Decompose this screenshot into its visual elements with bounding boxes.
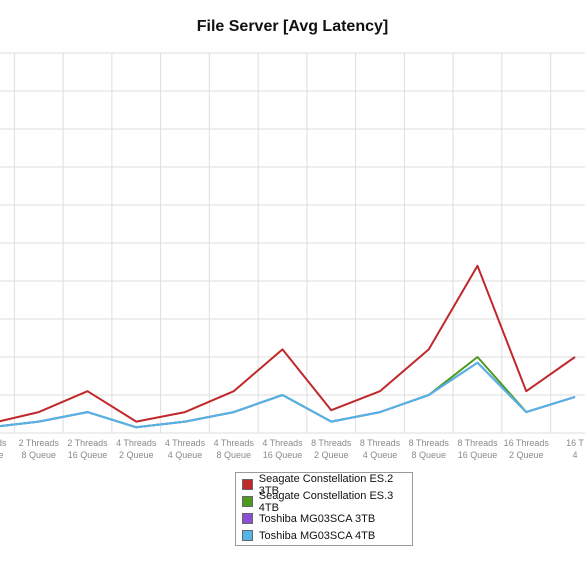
legend-swatch [242,513,253,524]
x-tick-label: 4 [572,450,577,460]
x-tick-label: 2 Queue [509,450,544,460]
x-tick-label: Queue [0,450,4,460]
x-tick-label: 8 Queue [411,450,446,460]
x-tick-label: 4 Threads [262,438,303,448]
x-tick-label: 8 Threads [311,438,352,448]
legend-label: Seagate Constellation ES.3 4TB [258,489,394,514]
x-tick-label: 8 Queue [21,450,56,460]
series-line-0 [0,264,576,423]
x-tick-label: 4 Queue [168,450,203,460]
x-tick-label: 2 Queue [314,450,349,460]
x-tick-label: 8 Threads [360,438,401,448]
x-tick-label: Threads [0,438,7,448]
x-tick-label: 2 Threads [19,438,60,448]
chart-title: File Server [Avg Latency] [196,18,389,35]
legend-label: Toshiba MG03SCA 3TB [259,512,376,525]
legend-label: Toshiba MG03SCA 4TB [259,529,376,542]
legend-item: Seagate Constellation ES.2 3TB [242,473,412,497]
series-line-3 [0,361,576,429]
x-tick-label: 2 Threads [67,438,108,448]
x-tick-label: 16 T [566,438,584,448]
x-tick-label: 4 Threads [165,438,206,448]
x-tick-label: 16 Threads [504,438,550,448]
x-tick-labels: Threads Queue 2 Threads 8 Queue 2 Threads 16 … [0,438,584,460]
series-lines [0,264,576,429]
x-tick-label: 4 Threads [214,438,255,448]
x-tick-label: 2 Queue [119,450,154,460]
x-tick-label: 16 Queue [458,450,498,460]
legend-item: Seagate Constellation ES.3 4TB [242,490,412,514]
x-tick-label: 8 Threads [457,438,498,448]
legend-swatch [242,530,253,541]
x-tick-label: 4 Threads [116,438,157,448]
grid [0,52,585,434]
legend-swatch [242,496,253,507]
legend: Seagate Constellation ES.2 3TB Seagate Co… [235,472,413,546]
x-tick-label: 4 Queue [363,450,398,460]
legend-item: Toshiba MG03SCA 3TB [242,510,412,527]
legend-label: Seagate Constellation ES.2 3TB [258,472,394,497]
legend-item: Toshiba MG03SCA 4TB [242,527,412,544]
x-tick-label: 8 Queue [216,450,251,460]
x-tick-label: 16 Queue [263,450,303,460]
legend-swatch [242,479,253,490]
x-tick-label: 8 Threads [409,438,450,448]
x-tick-label: 16 Queue [68,450,108,460]
